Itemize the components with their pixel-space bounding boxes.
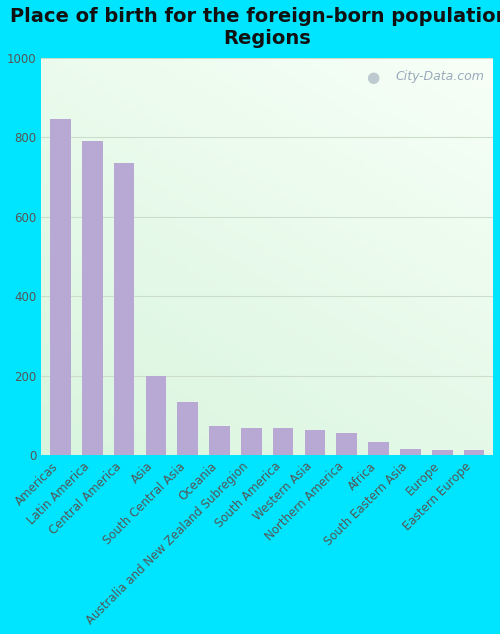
Bar [178, 402, 198, 455]
Bar [304, 430, 326, 455]
Bar [336, 433, 357, 455]
Bar [50, 119, 71, 455]
Bar [368, 443, 389, 455]
Bar [464, 450, 484, 455]
Bar [146, 375, 167, 455]
Bar [400, 450, 420, 455]
Bar [432, 450, 452, 455]
Bar [273, 429, 293, 455]
Bar [114, 163, 134, 455]
Bar [82, 141, 102, 455]
Text: ●: ● [366, 70, 380, 85]
Title: Place of birth for the foreign-born population -
Regions: Place of birth for the foreign-born popu… [10, 7, 500, 48]
Bar [241, 427, 262, 455]
Bar [209, 427, 230, 455]
Text: City-Data.com: City-Data.com [395, 70, 484, 83]
